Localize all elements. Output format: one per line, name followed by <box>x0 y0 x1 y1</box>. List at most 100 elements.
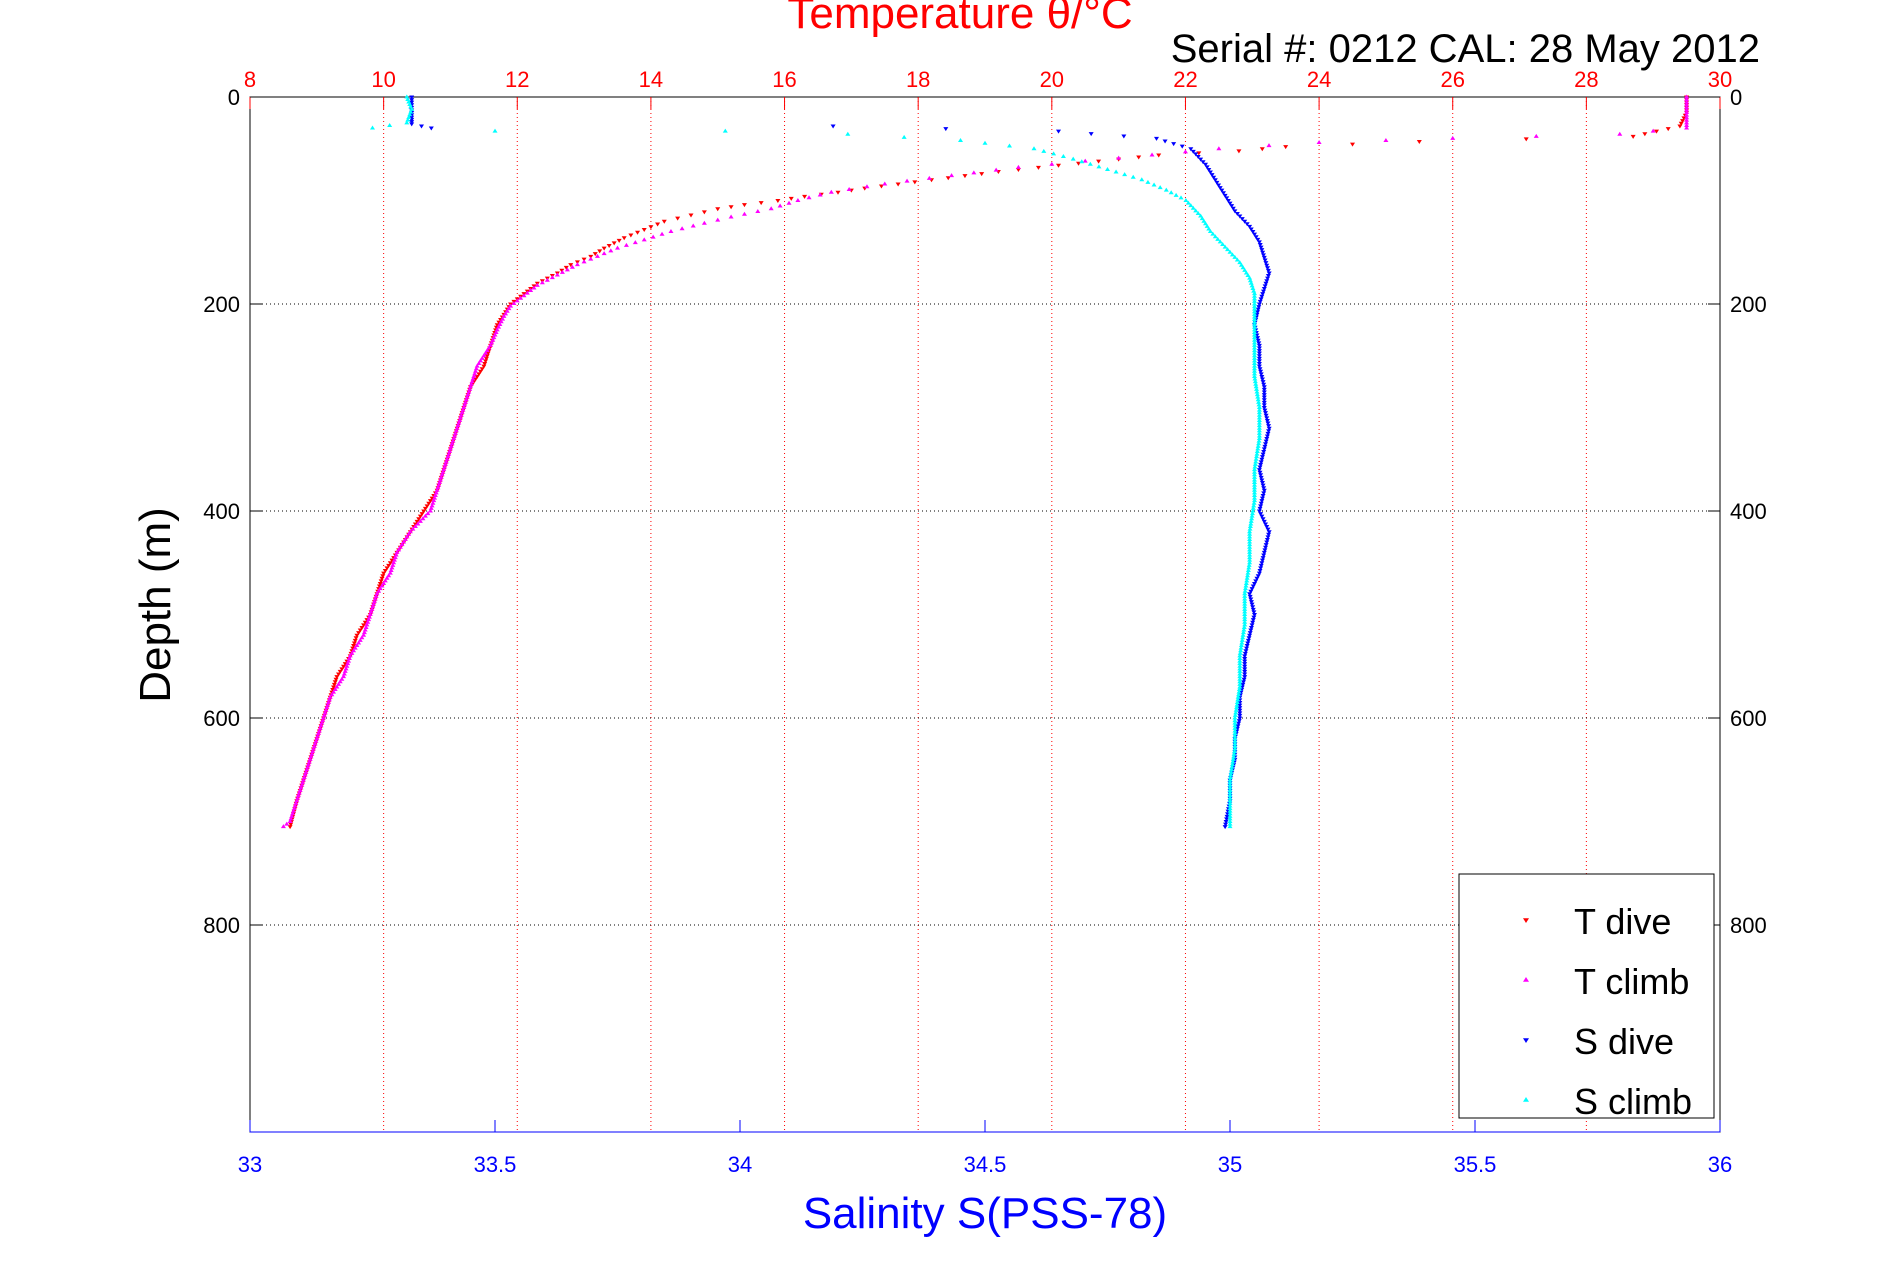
data-point <box>364 622 370 627</box>
data-point <box>632 240 638 245</box>
data-point <box>1234 257 1240 262</box>
data-point <box>481 364 487 369</box>
data-point <box>1350 142 1355 147</box>
data-point <box>331 689 337 694</box>
salinity-axis-title: Salinity S(PSS-78) <box>803 1189 1167 1238</box>
data-point <box>294 798 300 803</box>
data-point <box>592 252 598 257</box>
data-point <box>445 454 451 459</box>
data-point <box>393 552 399 557</box>
data-point <box>1242 596 1248 601</box>
data-point <box>433 490 439 495</box>
data-point <box>1219 188 1225 193</box>
data-point <box>1183 198 1189 202</box>
data-point <box>382 569 388 574</box>
data-point <box>1210 231 1216 236</box>
data-point <box>1171 142 1177 147</box>
data-point <box>1259 481 1265 486</box>
data-point <box>1650 128 1656 133</box>
data-point <box>1261 488 1267 493</box>
data-point <box>1261 491 1267 496</box>
depth-tick-label-left: 800 <box>203 913 240 938</box>
data-point <box>878 184 884 189</box>
data-point <box>508 303 514 308</box>
salinity-tick-label: 35 <box>1218 1152 1242 1177</box>
data-point <box>346 658 352 663</box>
data-point <box>1250 607 1256 612</box>
data-point <box>701 210 707 215</box>
data-point <box>469 379 475 384</box>
data-point <box>1259 558 1265 563</box>
data-point <box>1266 424 1272 429</box>
data-point <box>1256 356 1262 361</box>
data-point <box>1232 712 1238 717</box>
data-point <box>290 811 296 816</box>
data-point <box>479 367 485 372</box>
data-point <box>1245 273 1251 278</box>
data-point <box>1212 234 1218 239</box>
data-point <box>1222 244 1228 249</box>
data-point <box>1255 446 1261 451</box>
data-point <box>1252 613 1257 617</box>
data-point <box>347 653 353 658</box>
data-point <box>332 687 338 692</box>
data-point <box>1254 451 1260 456</box>
data-point <box>982 140 988 145</box>
data-point <box>1236 687 1242 692</box>
data-point <box>1251 288 1257 293</box>
data-point <box>409 100 415 105</box>
data-point <box>1242 672 1248 677</box>
data-point <box>1251 503 1257 508</box>
data-point <box>386 563 392 568</box>
data-point <box>1250 605 1256 610</box>
data-point <box>341 664 347 669</box>
data-point <box>483 359 489 364</box>
data-point <box>1198 213 1204 218</box>
data-point <box>1261 286 1267 291</box>
data-point <box>1256 420 1262 425</box>
data-point <box>1253 579 1259 584</box>
data-point <box>1232 254 1238 259</box>
data-point <box>439 472 445 477</box>
data-point <box>323 707 329 712</box>
data-point <box>1237 650 1243 655</box>
depth-tick-label-right: 0 <box>1730 85 1742 110</box>
data-point <box>1258 475 1264 480</box>
data-point <box>1237 681 1243 686</box>
data-point <box>1642 132 1648 137</box>
data-point <box>1242 662 1248 667</box>
data-point <box>321 715 326 720</box>
data-point <box>845 131 851 136</box>
data-point <box>305 762 311 767</box>
legend-marker <box>1523 918 1529 923</box>
data-point <box>332 680 338 685</box>
data-point <box>1227 811 1233 816</box>
data-point <box>463 397 469 402</box>
data-point <box>359 625 365 630</box>
data-point <box>1248 597 1254 602</box>
data-point <box>1256 364 1262 369</box>
data-point <box>1258 512 1264 517</box>
data-point <box>324 705 330 710</box>
data-point <box>435 485 441 490</box>
data-point <box>432 495 438 500</box>
data-point <box>534 282 540 287</box>
data-point <box>464 394 470 399</box>
data-point <box>1260 289 1266 294</box>
data-point <box>715 217 721 222</box>
data-point <box>454 425 460 430</box>
data-point <box>1227 790 1233 795</box>
data-point <box>1257 506 1263 511</box>
data-point <box>1232 731 1238 736</box>
salinity-tick-label: 36 <box>1708 1152 1732 1177</box>
data-point <box>1252 358 1257 363</box>
data-point <box>1252 319 1257 324</box>
data-point <box>1256 407 1262 412</box>
data-point <box>1230 756 1236 761</box>
data-point <box>461 405 467 409</box>
data-point <box>1227 249 1233 254</box>
data-point <box>1245 568 1251 573</box>
data-point <box>1227 782 1233 787</box>
data-point <box>1248 589 1254 594</box>
data-point <box>317 725 323 730</box>
